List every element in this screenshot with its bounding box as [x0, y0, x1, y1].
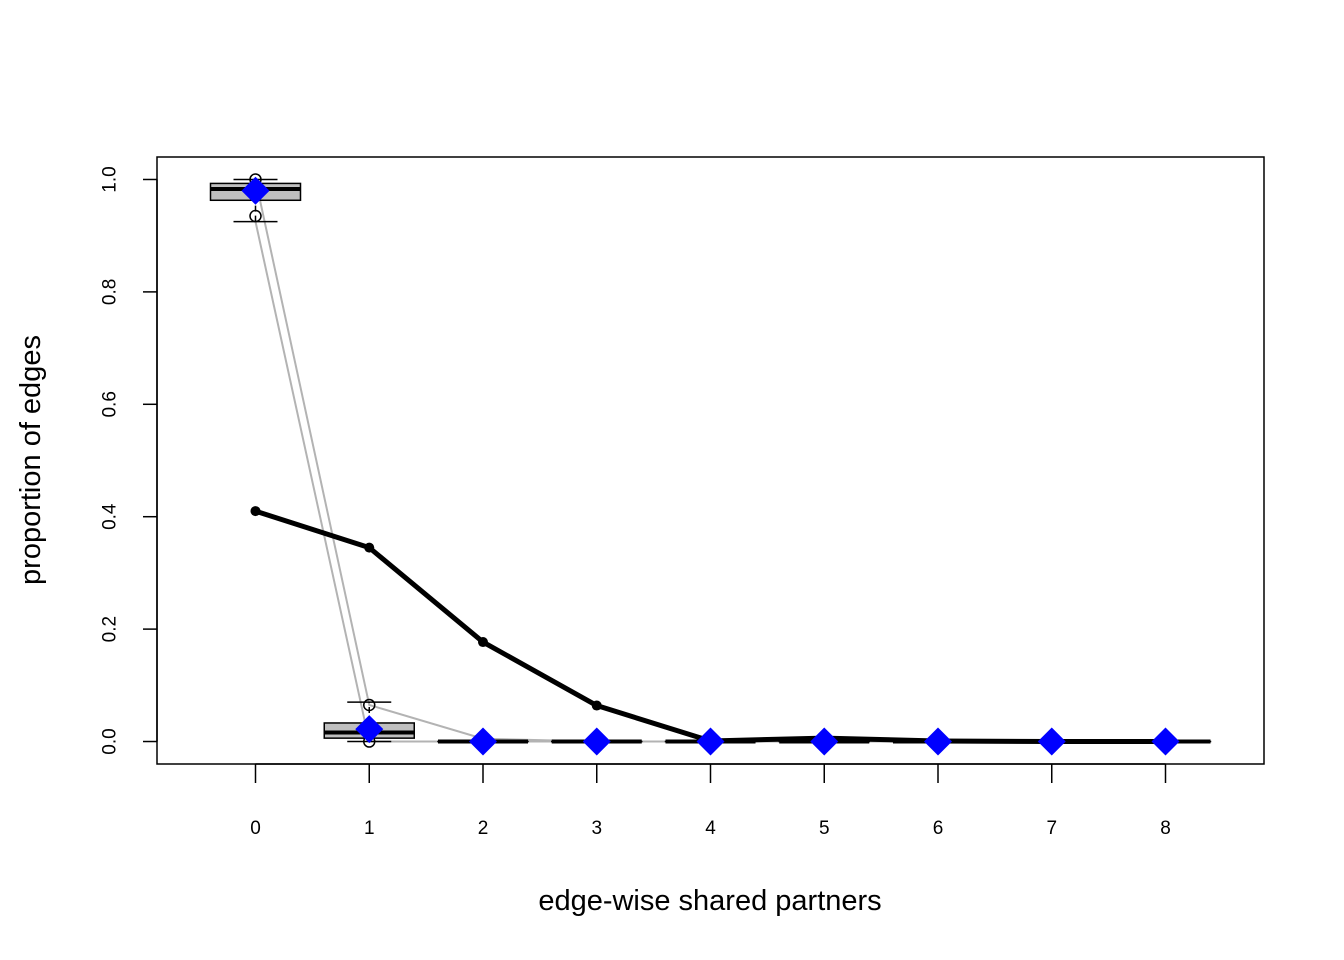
x-tick-label: 6	[933, 818, 944, 839]
mean-diamond-4	[696, 727, 725, 756]
mean-diamond-5	[810, 727, 839, 756]
simulated-mean-series	[241, 176, 1180, 756]
x-tick-label: 8	[1160, 818, 1171, 839]
mean-diamond-3	[582, 727, 611, 756]
x-tick-label: 0	[250, 818, 261, 839]
y-tick-label: 0.2	[100, 616, 121, 642]
x-axis-title: edge-wise shared partners	[538, 885, 881, 917]
observed-point-1	[364, 542, 375, 553]
x-tick-label: 7	[1046, 818, 1057, 839]
y-tick-label: 0.4	[100, 503, 121, 530]
x-tick-label: 4	[705, 818, 716, 839]
plot-frame	[156, 156, 1265, 765]
mean-diamond-8	[1151, 727, 1180, 756]
x-tick-label: 3	[591, 818, 602, 839]
y-tick-label: 1.0	[100, 166, 121, 192]
y-tick-label: 0.0	[100, 728, 121, 754]
x-tick-label: 2	[478, 818, 489, 839]
observed-line	[254, 508, 1166, 745]
simulation-range-lines	[254, 179, 1166, 743]
observed-point-2	[478, 637, 488, 648]
observed-point-0	[250, 506, 261, 517]
mean-diamond-6	[924, 727, 952, 756]
x-tick-label: 5	[819, 818, 830, 839]
observed-point-3	[591, 700, 602, 711]
x-tick-label: 1	[364, 818, 375, 839]
simulation-range-line-upper	[254, 179, 1166, 743]
simulation-range-line-lower	[254, 221, 1166, 743]
mean-diamond-2	[469, 727, 497, 756]
mean-diamond-0	[241, 176, 270, 205]
outlier-point	[363, 698, 376, 712]
mean-diamond-1	[355, 715, 384, 744]
mean-diamond-7	[1037, 727, 1066, 756]
y-axis: 0.0 0.2 0.4 0.6 0.8 1.0	[100, 166, 158, 755]
x-axis: 0 1 2 3 4 5 6 7 8	[250, 763, 1171, 839]
outlier-point	[249, 209, 262, 223]
y-tick-label: 0.6	[100, 391, 121, 417]
y-axis-title: proportion of edges	[15, 335, 47, 585]
y-tick-label: 0.8	[100, 279, 121, 305]
